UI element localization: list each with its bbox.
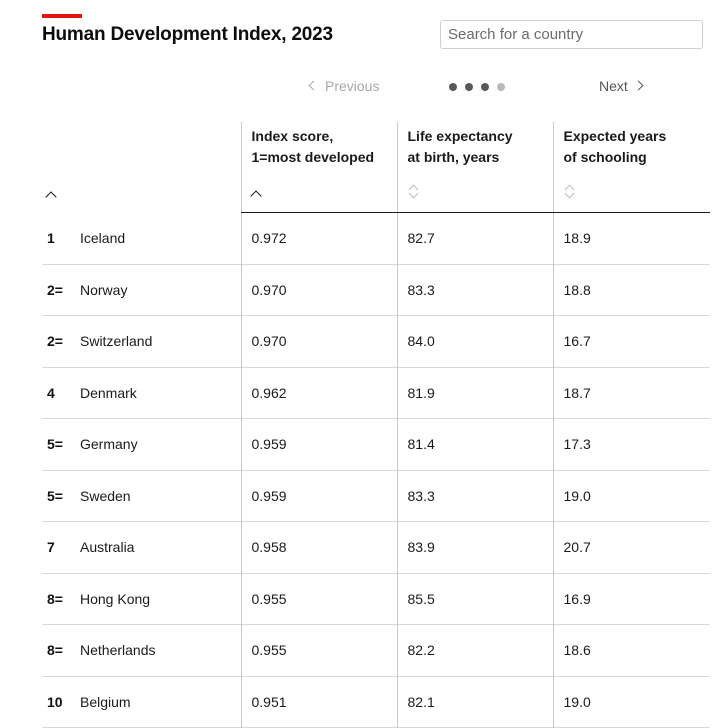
life-expectancy-cell: 81.9: [396, 367, 553, 419]
schooling-cell: 20.7: [552, 521, 710, 573]
page-dot-1[interactable]: [449, 83, 457, 91]
previous-button[interactable]: Previous: [308, 78, 380, 94]
table-row: 4 Denmark 0.962 81.9 18.7: [42, 367, 710, 419]
rank-cell: 4: [47, 384, 55, 401]
search-input[interactable]: [440, 20, 703, 49]
rank-cell: 5=: [47, 487, 63, 504]
accent-bar: [42, 14, 82, 18]
table-row: 8= Hong Kong 0.955 85.5 16.9: [42, 573, 710, 625]
country-cell: Germany: [80, 436, 138, 453]
life-expectancy-cell: 83.3: [396, 470, 553, 522]
life-expectancy-cell: 83.3: [396, 264, 553, 316]
life-expectancy-column-header[interactable]: Life expectancy at birth, years: [396, 122, 553, 213]
rank-column-header[interactable]: [42, 122, 80, 213]
life-expectancy-cell: 81.4: [396, 418, 553, 470]
previous-label: Previous: [325, 78, 380, 94]
country-cell: Netherlands: [80, 642, 156, 659]
score-column-header[interactable]: Index score, 1=most developed: [240, 122, 397, 213]
schooling-cell: 19.0: [552, 470, 710, 522]
schooling-cell: 16.7: [552, 315, 710, 367]
life-header-line-2: at birth, years: [407, 149, 500, 165]
rank-cell: 1: [47, 230, 55, 246]
page-title: Human Development Index, 2023: [42, 24, 333, 45]
table-header-row: Index score, 1=most developed Life expec…: [42, 122, 710, 213]
life-expectancy-cell: 84.0: [396, 315, 553, 367]
life-expectancy-cell: 82.2: [396, 624, 553, 676]
life-expectancy-cell: 82.1: [396, 676, 553, 728]
schooling-cell: 17.3: [552, 418, 710, 470]
rank-cell: 8=: [47, 642, 63, 659]
table-row: 7 Australia 0.958 83.9 20.7: [42, 521, 710, 573]
table-row: 5= Sweden 0.959 83.3 19.0: [42, 470, 710, 522]
schooling-cell: 18.6: [552, 624, 710, 676]
country-cell: Sweden: [80, 487, 131, 504]
life-header-line-1: Life expectancy: [407, 128, 513, 144]
rank-cell: 5=: [47, 436, 63, 453]
schooling-cell: 18.9: [552, 212, 710, 264]
rank-cell: 2=: [47, 281, 63, 298]
table-row: 10 Belgium 0.951 82.1 19.0: [42, 676, 710, 728]
rank-cell: 2=: [47, 333, 63, 350]
schooling-cell: 18.7: [552, 367, 710, 419]
score-cell: 0.951: [240, 676, 397, 728]
score-cell: 0.958: [240, 521, 397, 573]
score-cell: 0.972: [240, 212, 397, 264]
table-row: 5= Germany 0.959 81.4 17.3: [42, 418, 710, 470]
sort-ascending-icon[interactable]: [249, 185, 262, 206]
rank-cell: 10: [47, 693, 63, 710]
table-row: 2= Norway 0.970 83.3 18.8: [42, 264, 710, 316]
rank-cell: 7: [47, 539, 55, 556]
schooling-cell: 18.8: [552, 264, 710, 316]
score-cell: 0.959: [240, 470, 397, 522]
sort-ascending-icon[interactable]: [45, 186, 57, 207]
country-cell: Hong Kong: [80, 590, 151, 607]
country-cell: Australia: [80, 539, 135, 556]
rank-cell: 8=: [47, 590, 63, 607]
hdi-table-container: Index score, 1=most developed Life expec…: [42, 122, 710, 728]
chevron-left-icon: [308, 80, 319, 91]
sort-icon[interactable]: [408, 184, 420, 206]
country-cell: Belgium: [80, 693, 131, 710]
page-dot-4[interactable]: [497, 83, 505, 91]
pagination: Previous Next: [0, 78, 723, 98]
life-expectancy-cell: 85.5: [396, 573, 553, 625]
page-dots: [449, 83, 513, 91]
country-cell: Iceland: [80, 230, 126, 246]
schooling-column-header[interactable]: Expected years of schooling: [552, 122, 710, 213]
chevron-right-icon: [633, 80, 644, 91]
country-column-header: [80, 122, 241, 213]
life-expectancy-cell: 83.9: [396, 521, 553, 573]
score-cell: 0.959: [240, 418, 397, 470]
next-button[interactable]: Next: [599, 78, 644, 94]
schooling-cell: 16.9: [552, 573, 710, 625]
page-dot-3[interactable]: [481, 83, 489, 91]
score-cell: 0.955: [240, 624, 397, 676]
score-cell: 0.962: [240, 367, 397, 419]
life-expectancy-cell: 82.7: [396, 212, 553, 264]
table-row: 8= Netherlands 0.955 82.2 18.6: [42, 624, 710, 676]
schooling-header-line-2: of schooling: [563, 149, 647, 165]
sort-icon[interactable]: [564, 184, 576, 206]
country-cell: Switzerland: [80, 333, 153, 350]
page-dot-2[interactable]: [465, 83, 473, 91]
schooling-header-line-1: Expected years: [563, 128, 667, 144]
score-cell: 0.955: [240, 573, 397, 625]
country-cell: Denmark: [80, 384, 137, 401]
score-cell: 0.970: [240, 315, 397, 367]
country-cell: Norway: [80, 281, 128, 298]
score-cell: 0.970: [240, 264, 397, 316]
schooling-cell: 19.0: [552, 676, 710, 728]
table-row: 2= Switzerland 0.970 84.0 16.7: [42, 315, 710, 367]
score-header-line-1: Index score,: [251, 128, 334, 144]
next-label: Next: [599, 78, 628, 94]
table-row: 1 Iceland 0.972 82.7 18.9: [42, 212, 710, 264]
score-header-line-2: 1=most developed: [251, 149, 375, 165]
hdi-table: Index score, 1=most developed Life expec…: [42, 122, 710, 728]
